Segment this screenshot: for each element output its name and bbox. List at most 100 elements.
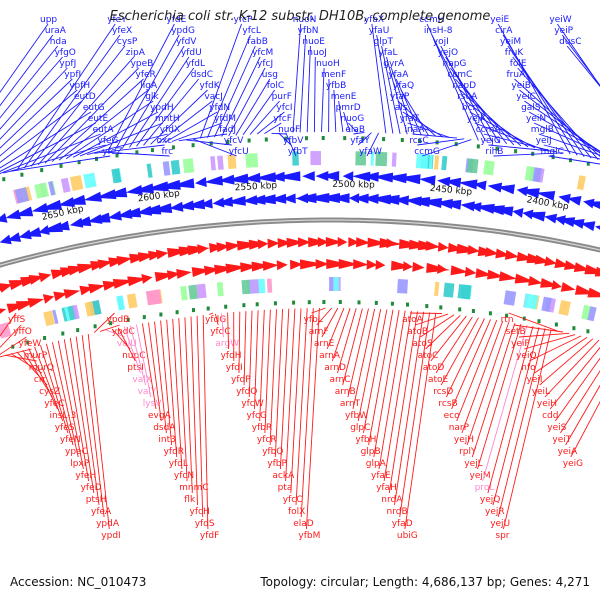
reverse-leader-line	[410, 313, 442, 314]
forward-gene-label: cysP	[117, 37, 138, 47]
forward-gene-label: yfcF	[273, 114, 292, 124]
forward-leader-line	[236, 79, 270, 135]
marker-bar	[305, 136, 308, 140]
reverse-gene-arrow	[88, 284, 105, 294]
forward-gene-arrow	[302, 171, 315, 181]
reverse-gene-label: arnT	[340, 399, 361, 409]
marker-bar	[391, 302, 394, 306]
reverse-gene-label: yfbQ	[262, 447, 283, 457]
feature-block	[249, 279, 259, 294]
forward-gene-label: yfbT	[288, 147, 308, 157]
feature-block	[443, 283, 454, 298]
reverse-leader-line	[363, 309, 387, 433]
reverse-gene-arrow	[468, 245, 480, 255]
reverse-leader-line	[301, 308, 313, 517]
reverse-gene-arrow	[544, 256, 557, 266]
marker-bar	[477, 144, 480, 148]
forward-gene-label: dusC	[559, 37, 581, 47]
reverse-gene-arrow	[64, 289, 81, 299]
reverse-gene-label: arnC	[330, 375, 351, 385]
forward-gene-label: yfgO	[55, 48, 76, 58]
forward-gene-label: zipA	[126, 48, 146, 58]
reverse-gene-label: crr	[34, 375, 46, 385]
forward-gene-label: yfaW	[359, 147, 382, 157]
reverse-gene-label: yeiL	[532, 387, 550, 397]
feature-block	[127, 293, 138, 308]
forward-gene-label: ccmG	[414, 147, 440, 157]
reverse-gene-label: yfbR	[252, 423, 272, 433]
reverse-gene-label: yejH	[454, 435, 474, 445]
reverse-gene-arrow	[587, 288, 600, 298]
marker-bar	[339, 300, 342, 304]
marker-bar	[514, 149, 517, 153]
forward-leader-line	[300, 35, 306, 132]
reverse-gene-arrow	[426, 241, 441, 251]
reverse-gene-label: nrdA	[381, 495, 403, 505]
marker-bar	[555, 323, 558, 327]
reverse-gene-arrow	[28, 298, 45, 308]
forward-gene-label: yfcV	[224, 136, 244, 146]
reverse-gene-arrow	[438, 242, 449, 252]
reverse-gene-label: ubiG	[397, 531, 418, 541]
reverse-leader-line	[446, 319, 484, 398]
forward-leader-line	[0, 123, 96, 177]
feature-block	[188, 285, 198, 300]
reverse-gene-label: spr	[495, 531, 509, 541]
reverse-gene-arrow	[437, 264, 447, 274]
marker-bar	[2, 177, 5, 181]
reverse-gene-label: yeiG	[563, 459, 583, 469]
forward-gene-label: menF	[321, 70, 346, 80]
reverse-gene-label: nfo	[521, 363, 536, 373]
marker-bar	[60, 164, 63, 168]
reverse-leader-line	[436, 317, 472, 373]
feature-block	[523, 293, 538, 309]
marker-bar	[151, 148, 154, 152]
forward-gene-label: ais	[395, 103, 408, 113]
reverse-gene-label: yejU	[490, 519, 510, 529]
reverse-gene-label: ptsH	[86, 495, 107, 505]
forward-gene-label: yfcJ	[257, 59, 273, 69]
marker-bar	[401, 138, 404, 142]
forward-gene-label: yejO	[438, 48, 458, 58]
feature-block	[147, 289, 162, 305]
forward-gene-label: elaB	[345, 125, 365, 135]
feature-block	[242, 280, 251, 295]
reverse-gene-label: pta	[278, 483, 293, 493]
forward-gene-label: yfaL	[379, 48, 398, 58]
forward-gene-label: fabB	[247, 37, 268, 47]
forward-gene-label: yeiP	[554, 26, 573, 36]
feature-block	[217, 155, 224, 169]
marker-bar	[248, 139, 251, 143]
forward-gene-label: rihB	[485, 147, 503, 157]
reverse-gene-label: yeiP	[511, 339, 530, 349]
forward-leader-line	[0, 79, 72, 184]
feature-block	[267, 278, 272, 292]
reverse-gene-arrow	[403, 261, 413, 271]
feature-block	[434, 155, 439, 169]
forward-gene-label: purF	[272, 92, 292, 102]
marker-bar	[292, 301, 295, 305]
feature-block	[504, 290, 517, 305]
reverse-gene-arrow	[505, 250, 519, 260]
reverse-gene-label: yeiI	[527, 375, 543, 385]
reverse-gene-label: glpA	[366, 459, 387, 469]
forward-gene-label: ypdG	[171, 26, 195, 36]
reverse-gene-arrow	[176, 269, 192, 279]
forward-gene-label: yeiJ	[536, 136, 552, 146]
forward-leader-line	[307, 46, 310, 132]
feature-block	[34, 182, 49, 198]
forward-leader-line	[293, 24, 301, 133]
forward-gene-label: bcr	[462, 103, 477, 113]
reverse-gene-arrow	[353, 259, 368, 269]
reverse-gene-label: yfcH	[190, 507, 210, 517]
reverse-gene-label: yfbP	[267, 459, 287, 469]
forward-gene-label: yfcU	[229, 147, 249, 157]
forward-gene-label: nuoG	[340, 114, 364, 124]
forward-gene-label: nuoE	[302, 37, 325, 47]
reverse-gene-arrow	[197, 244, 208, 254]
reverse-gene-label: arnB	[335, 387, 356, 397]
forward-gene-label: folE	[510, 59, 527, 69]
feature-block	[434, 282, 439, 296]
feature-block	[210, 156, 216, 170]
marker-bar	[143, 315, 146, 319]
